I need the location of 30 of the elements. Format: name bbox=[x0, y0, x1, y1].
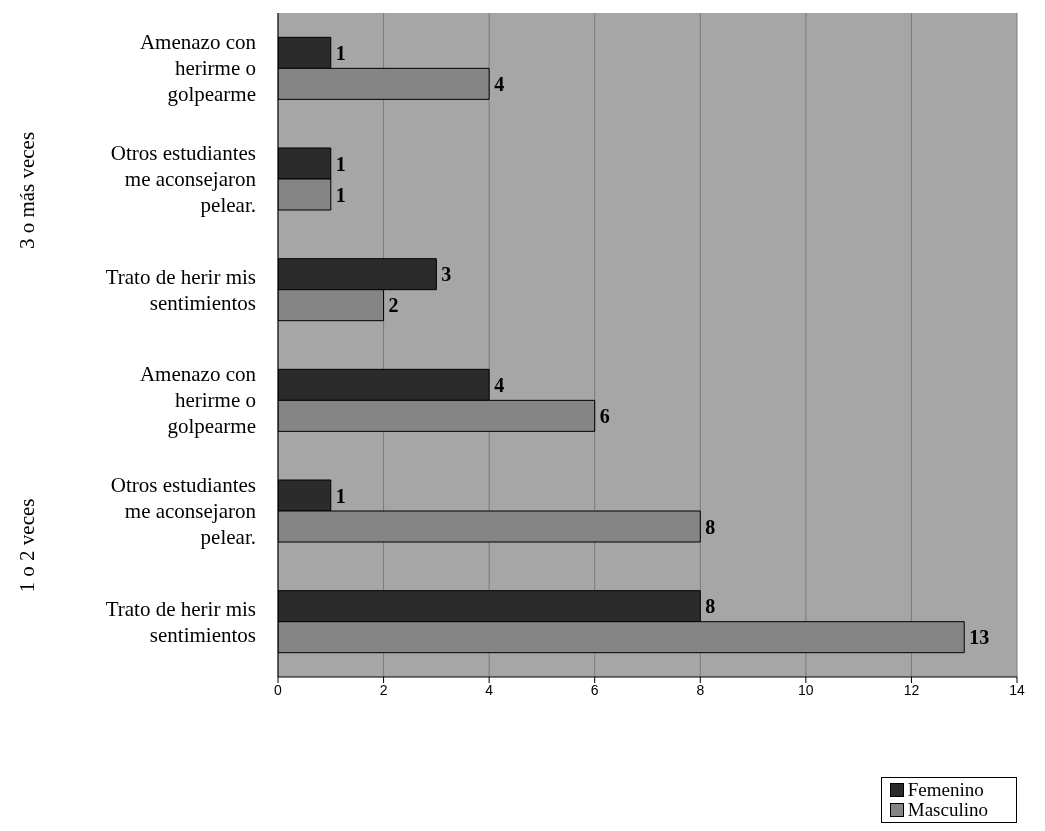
x-tick-label: 10 bbox=[798, 681, 814, 698]
data-label: 1 bbox=[335, 484, 346, 507]
x-tick-label: 6 bbox=[590, 681, 599, 698]
data-label: 1 bbox=[335, 152, 346, 175]
data-label: 4 bbox=[494, 373, 505, 396]
data-label: 2 bbox=[388, 294, 399, 317]
y-tick-label: Trato de herir mis sentimientos bbox=[105, 596, 256, 647]
x-tick-label: 14 bbox=[1009, 681, 1025, 698]
y-tick-label: Amenazo con herirme o golpearme bbox=[139, 362, 257, 439]
legend-label: Femenino bbox=[907, 779, 984, 800]
legend-label: Masculino bbox=[907, 799, 988, 820]
data-label: 8 bbox=[705, 515, 716, 538]
x-tick-label: 0 bbox=[274, 681, 283, 698]
data-label: 13 bbox=[969, 626, 990, 649]
data-label: 1 bbox=[335, 183, 346, 206]
x-tick-label: 2 bbox=[379, 681, 388, 698]
x-tick-label: 8 bbox=[696, 681, 705, 698]
y-tick-label: Otros estudiantes me aconsejaron pelear. bbox=[110, 141, 257, 217]
y-tick-label: Otros estudiantes me aconsejaron pelear. bbox=[110, 473, 257, 549]
text: 3 o más veces bbox=[15, 131, 41, 250]
data-label: 1 bbox=[335, 41, 346, 64]
data-label: 4 bbox=[494, 72, 505, 95]
data-label: 6 bbox=[599, 404, 610, 427]
data-label: 8 bbox=[705, 595, 716, 618]
x-tick-label: 4 bbox=[485, 681, 494, 698]
y-tick-label: Trato de herir mis sentimientos bbox=[105, 264, 256, 315]
x-tick-label: 12 bbox=[903, 681, 920, 698]
data-label: 3 bbox=[441, 263, 452, 286]
y-tick-label: Amenazo con herirme o golpearme bbox=[139, 30, 257, 107]
text: 1 o 2 veces bbox=[15, 498, 41, 593]
